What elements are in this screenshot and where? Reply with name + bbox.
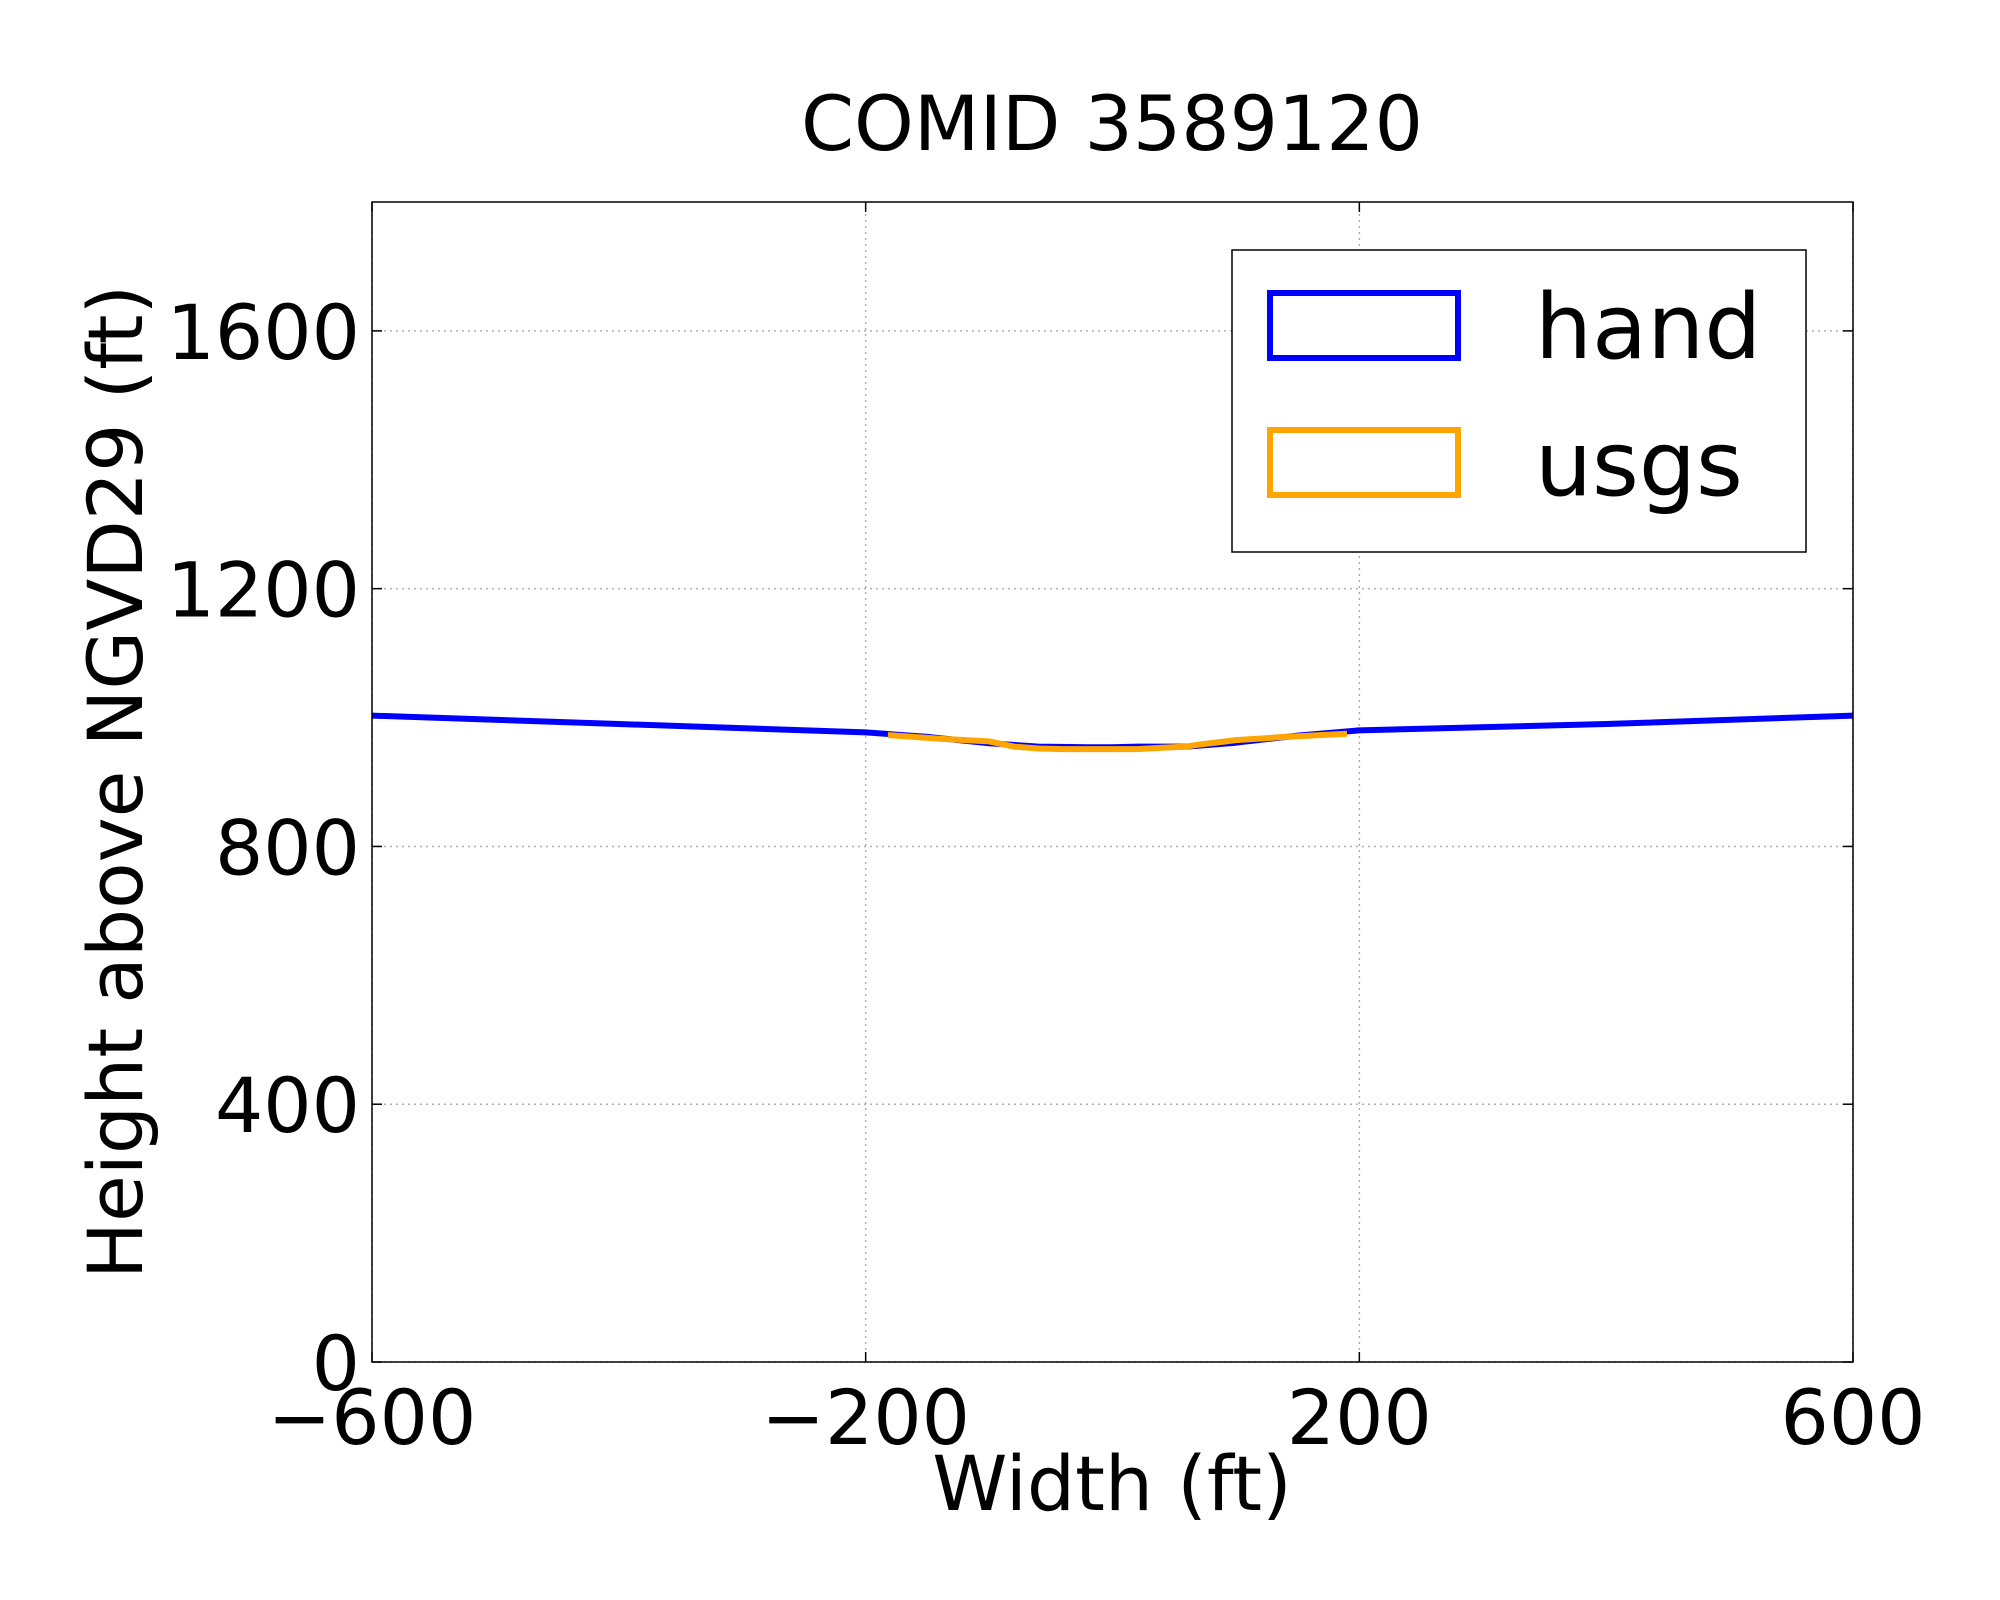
x-tick-label: 200 (1287, 1373, 1432, 1462)
legend-swatch-usgs (1267, 427, 1461, 498)
y-tick-label: 400 (215, 1061, 360, 1150)
y-tick-label: 1200 (167, 546, 360, 635)
y-tick-label: 0 (312, 1319, 360, 1408)
legend-box (1231, 249, 1807, 553)
x-axis-label: Width (ft) (932, 1439, 1291, 1528)
legend-label-hand: hand (1535, 275, 1761, 380)
y-tick-label: 800 (215, 803, 360, 892)
y-tick-label: 1600 (167, 288, 360, 377)
chart-title: COMID 3589120 (801, 79, 1423, 168)
y-axis-label: Height above NGVD29 (ft) (71, 285, 160, 1279)
series-line-usgs (887, 730, 1348, 753)
x-tick-label: −200 (761, 1373, 970, 1462)
plot-frame (371, 201, 1854, 1363)
x-tick-label: −600 (268, 1373, 477, 1462)
legend: hand usgs (1231, 249, 1807, 553)
x-tick-label: 600 (1780, 1373, 1925, 1462)
legend-label-usgs: usgs (1535, 412, 1743, 517)
ticks: −600 −200 200 600 0 400 800 1200 1600 (167, 202, 1926, 1462)
series-lines (371, 712, 1854, 753)
legend-swatch-hand (1267, 290, 1461, 361)
